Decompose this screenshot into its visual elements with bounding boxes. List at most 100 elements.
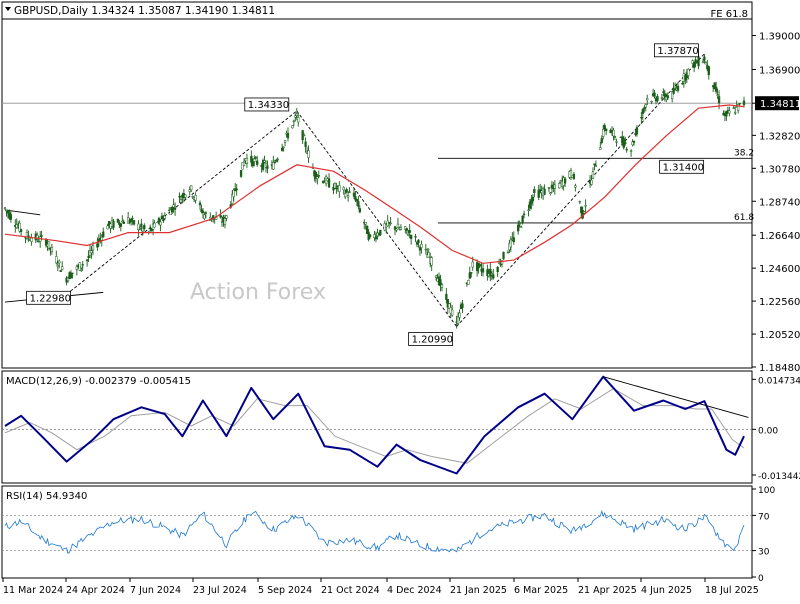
candle-body — [583, 211, 586, 214]
candle-body — [184, 194, 187, 198]
candle-body — [612, 129, 615, 137]
candle-body — [512, 237, 515, 242]
candle-body — [122, 221, 125, 225]
candle-body — [399, 227, 403, 230]
candle-body — [506, 251, 510, 254]
candle-body — [368, 234, 372, 237]
candle-body — [537, 189, 540, 198]
time-axis: 11 Mar 2024 24 Apr 2024 7 Jun 2024 23 Jul 2… — [2, 578, 759, 596]
candle-body — [129, 219, 133, 222]
candle-body — [169, 209, 172, 215]
candle-body — [307, 150, 310, 158]
candle-body — [171, 206, 174, 213]
time-tick-label: 21 Apr 2025 — [578, 585, 637, 596]
candle-body — [107, 220, 111, 226]
candle-body — [364, 222, 367, 225]
candle-body — [676, 85, 680, 91]
rsi-tick-label: 70 — [758, 512, 770, 522]
candle-body — [492, 274, 495, 279]
candle-body — [242, 161, 246, 166]
candle-body — [352, 192, 356, 197]
candle-body — [348, 191, 351, 193]
candle-body — [407, 234, 410, 236]
macd-trendline — [603, 376, 749, 418]
candle-body — [119, 223, 122, 227]
candle-body — [481, 268, 485, 273]
candle-body — [643, 107, 646, 109]
candle-body — [663, 93, 666, 99]
candle-body — [489, 269, 492, 277]
candle-body — [405, 227, 408, 231]
candle-body — [687, 68, 690, 76]
candle-body — [471, 261, 474, 268]
candle-body — [251, 158, 254, 166]
candle-body — [486, 269, 489, 276]
price-tick-label: 1.20520 — [759, 330, 800, 341]
candle-body — [707, 66, 710, 76]
candle-body — [335, 187, 338, 190]
macd-axis: 0.014734 0.00 -0.013442 — [752, 376, 800, 482]
trendline — [4, 209, 41, 216]
candle-body — [44, 239, 48, 246]
candle-body — [410, 234, 413, 239]
candle-body — [646, 98, 649, 101]
rsi-title: RSI(14) 54.9340 — [6, 491, 87, 502]
candle-body — [261, 160, 265, 170]
candle-body — [292, 120, 296, 122]
candle-body — [19, 229, 23, 232]
dropdown-triangle-icon[interactable] — [5, 7, 11, 11]
candle-body — [728, 110, 731, 114]
candle-body — [5, 210, 8, 212]
current-price-label: 1.34811 — [760, 99, 800, 110]
candle-body — [424, 248, 427, 251]
candle-body — [461, 303, 464, 308]
candle-body — [408, 230, 411, 233]
candle-body — [198, 202, 202, 206]
candle-body — [379, 229, 382, 235]
candle-body — [446, 298, 449, 308]
candle-body — [56, 265, 59, 267]
candle-body — [159, 221, 162, 226]
candle-body — [36, 235, 39, 240]
candle-body — [603, 125, 606, 130]
candle-body — [417, 239, 420, 243]
candle-body — [162, 217, 165, 222]
candle-body — [629, 150, 633, 152]
price-tick-label: 1.30780 — [759, 164, 800, 175]
candle-body — [430, 257, 433, 266]
candle-body — [691, 60, 694, 64]
candle-body — [69, 272, 73, 279]
candle-body — [550, 184, 554, 189]
price-annotation-box — [244, 97, 290, 112]
candle-body — [327, 178, 331, 188]
candle-body — [357, 201, 360, 207]
price-annotation-label: 1.37870 — [657, 46, 698, 57]
candle-body — [440, 284, 444, 288]
symbol-header: GBPUSD,Daily 1.34324 1.35087 1.34190 1.3… — [14, 5, 275, 17]
candle-body — [200, 209, 203, 213]
candle-body — [499, 263, 502, 266]
candle-body — [420, 244, 423, 248]
candle-body — [232, 189, 235, 198]
candle-body — [456, 316, 460, 324]
candle-body — [439, 279, 442, 286]
price-annotation-box — [654, 43, 699, 58]
candle-body — [81, 264, 84, 266]
time-tick-label: 21 Oct 2024 — [321, 585, 380, 596]
candle-body — [132, 220, 136, 225]
candle-body — [112, 220, 115, 228]
time-tick-label: 23 Jul 2024 — [193, 585, 247, 596]
candle-body — [697, 56, 700, 67]
candle-body — [47, 241, 51, 249]
price-tick-label: 1.22560 — [759, 297, 800, 308]
candle-body — [314, 171, 317, 179]
candle-body — [355, 199, 359, 202]
candle-body — [393, 226, 397, 230]
macd-tick-label: 0.014734 — [758, 376, 800, 386]
candle-body — [18, 223, 21, 232]
candle-body — [742, 100, 746, 106]
candle-body — [3, 207, 7, 209]
candle-body — [345, 189, 348, 193]
candle-body — [141, 227, 144, 232]
candle-body — [414, 236, 417, 238]
